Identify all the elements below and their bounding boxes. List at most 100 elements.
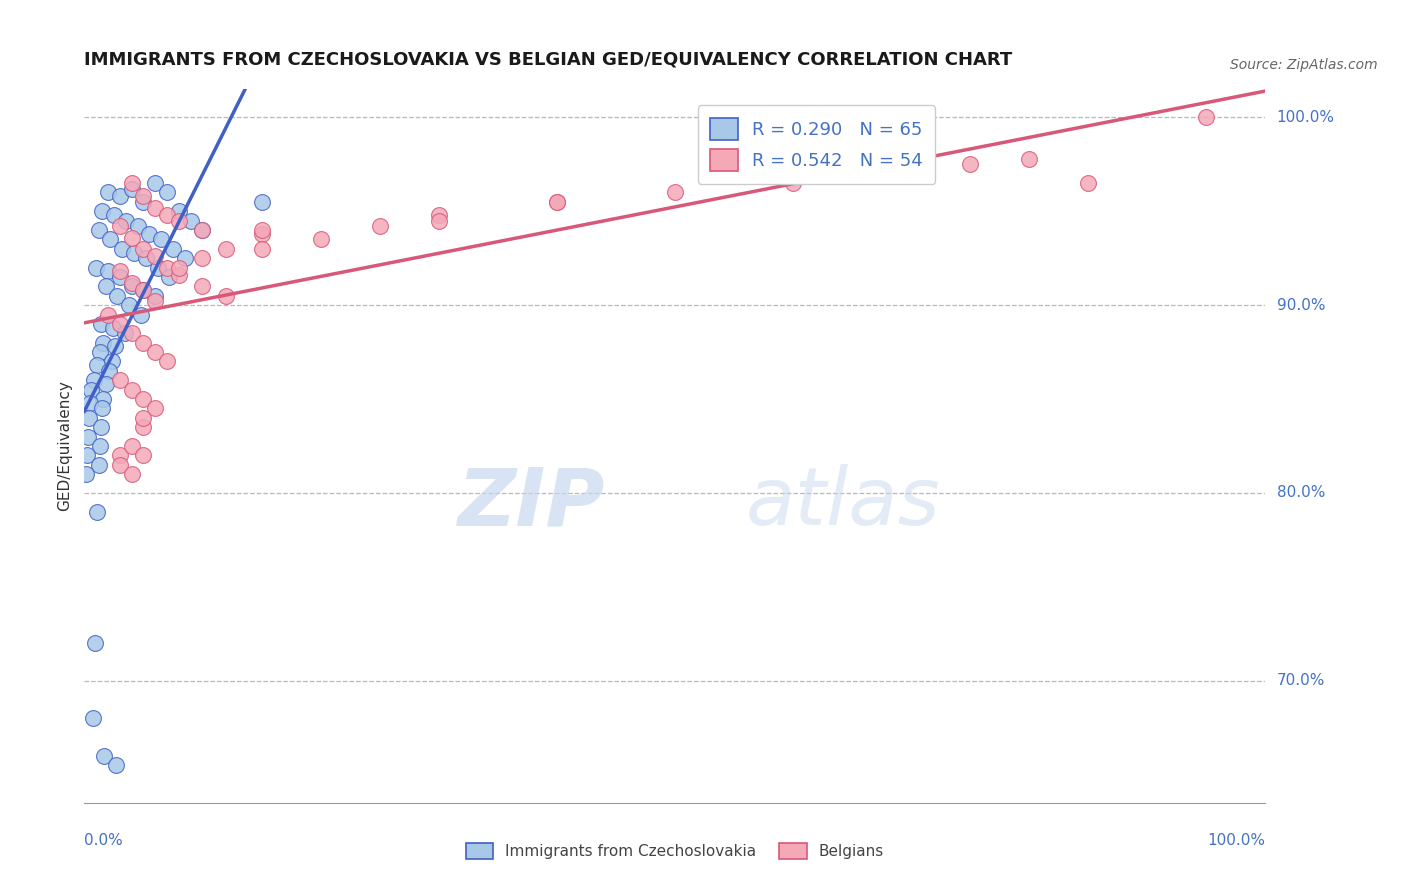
- Point: [162, 242, 184, 256]
- Point: [143, 401, 166, 416]
- Point: [121, 383, 143, 397]
- Text: 90.0%: 90.0%: [1277, 298, 1324, 313]
- Point: [122, 245, 145, 260]
- Point: [156, 186, 179, 200]
- Point: [121, 467, 143, 482]
- Point: [664, 186, 686, 200]
- Point: [156, 208, 179, 222]
- Point: [167, 268, 190, 282]
- Point: [94, 279, 117, 293]
- Point: [97, 186, 120, 200]
- Text: atlas: atlas: [745, 464, 941, 542]
- Text: 80.0%: 80.0%: [1277, 485, 1324, 500]
- Point: [143, 201, 166, 215]
- Point: [90, 317, 112, 331]
- Point: [80, 383, 103, 397]
- Point: [132, 242, 155, 256]
- Point: [97, 308, 120, 322]
- Point: [959, 157, 981, 171]
- Point: [427, 208, 450, 222]
- Point: [127, 219, 149, 234]
- Point: [121, 279, 143, 293]
- Point: [114, 326, 136, 341]
- Point: [121, 276, 143, 290]
- Point: [143, 249, 166, 263]
- Point: [75, 467, 97, 482]
- Point: [191, 223, 214, 237]
- Point: [121, 326, 143, 341]
- Point: [98, 364, 121, 378]
- Point: [91, 392, 114, 406]
- Point: [76, 449, 98, 463]
- Point: [108, 317, 131, 331]
- Point: [129, 308, 152, 322]
- Point: [91, 401, 114, 416]
- Point: [87, 458, 110, 472]
- Point: [91, 204, 114, 219]
- Point: [132, 194, 155, 209]
- Point: [180, 213, 202, 227]
- Point: [132, 189, 155, 203]
- Point: [143, 176, 166, 190]
- Point: [83, 373, 105, 387]
- Point: [1195, 111, 1218, 125]
- Text: 100.0%: 100.0%: [1208, 833, 1265, 848]
- Point: [132, 283, 155, 297]
- Point: [546, 194, 568, 209]
- Point: [107, 289, 129, 303]
- Point: [77, 429, 100, 443]
- Point: [368, 219, 391, 234]
- Text: ZIP: ZIP: [457, 464, 605, 542]
- Point: [167, 213, 190, 227]
- Point: [167, 204, 190, 219]
- Point: [156, 260, 179, 275]
- Point: [121, 230, 143, 244]
- Point: [94, 377, 117, 392]
- Point: [108, 458, 131, 472]
- Point: [167, 260, 190, 275]
- Point: [121, 176, 143, 190]
- Point: [97, 264, 120, 278]
- Point: [87, 223, 110, 237]
- Legend: Immigrants from Czechoslovakia, Belgians: Immigrants from Czechoslovakia, Belgians: [458, 835, 891, 866]
- Text: 70.0%: 70.0%: [1277, 673, 1324, 689]
- Point: [114, 213, 136, 227]
- Point: [132, 335, 155, 350]
- Point: [427, 213, 450, 227]
- Point: [121, 182, 143, 196]
- Point: [77, 410, 100, 425]
- Point: [121, 439, 143, 453]
- Text: IMMIGRANTS FROM CZECHOSLOVAKIA VS BELGIAN GED/EQUIVALENCY CORRELATION CHART: IMMIGRANTS FROM CZECHOSLOVAKIA VS BELGIA…: [84, 50, 1012, 68]
- Point: [101, 320, 124, 334]
- Point: [546, 194, 568, 209]
- Point: [143, 345, 166, 359]
- Point: [191, 223, 214, 237]
- Text: Source: ZipAtlas.com: Source: ZipAtlas.com: [1230, 58, 1378, 72]
- Point: [157, 270, 180, 285]
- Point: [108, 264, 131, 278]
- Point: [143, 294, 166, 309]
- Point: [135, 251, 157, 265]
- Point: [143, 289, 166, 303]
- Point: [84, 636, 107, 650]
- Point: [191, 279, 214, 293]
- Point: [782, 176, 804, 190]
- Point: [156, 354, 179, 368]
- Point: [250, 194, 273, 209]
- Point: [250, 227, 273, 241]
- Point: [150, 232, 173, 246]
- Point: [138, 227, 160, 241]
- Point: [132, 410, 155, 425]
- Point: [309, 232, 332, 246]
- Point: [100, 354, 122, 368]
- Point: [215, 242, 238, 256]
- Point: [132, 283, 155, 297]
- Point: [84, 260, 107, 275]
- Point: [1018, 152, 1040, 166]
- Point: [900, 167, 922, 181]
- Point: [173, 251, 195, 265]
- Point: [91, 335, 114, 350]
- Text: 100.0%: 100.0%: [1277, 110, 1334, 125]
- Point: [79, 396, 101, 410]
- Point: [1077, 176, 1099, 190]
